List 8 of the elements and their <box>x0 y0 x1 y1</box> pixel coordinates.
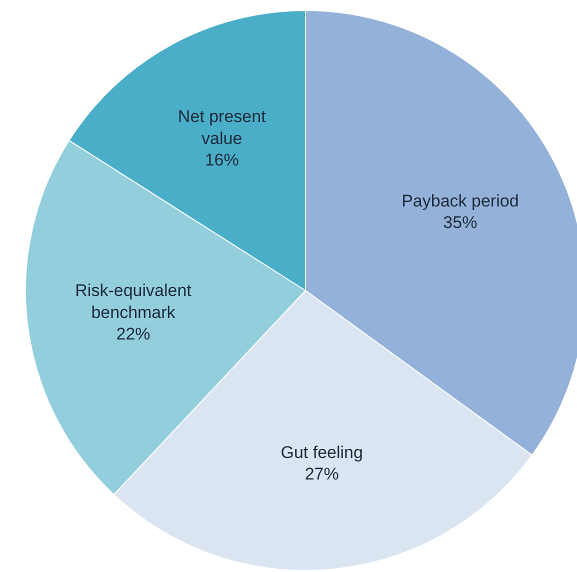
data-label: 35% <box>443 213 478 232</box>
slice-label: Risk-equivalent benchmark <box>75 280 192 322</box>
data-label: 27% <box>304 464 339 484</box>
slice-label: Gut feeling <box>280 442 363 462</box>
data-label: 16% <box>204 150 239 170</box>
slice-label: Net present value <box>178 107 266 148</box>
slice-label: Payback period <box>402 191 519 210</box>
data-label: 22% <box>116 324 150 344</box>
